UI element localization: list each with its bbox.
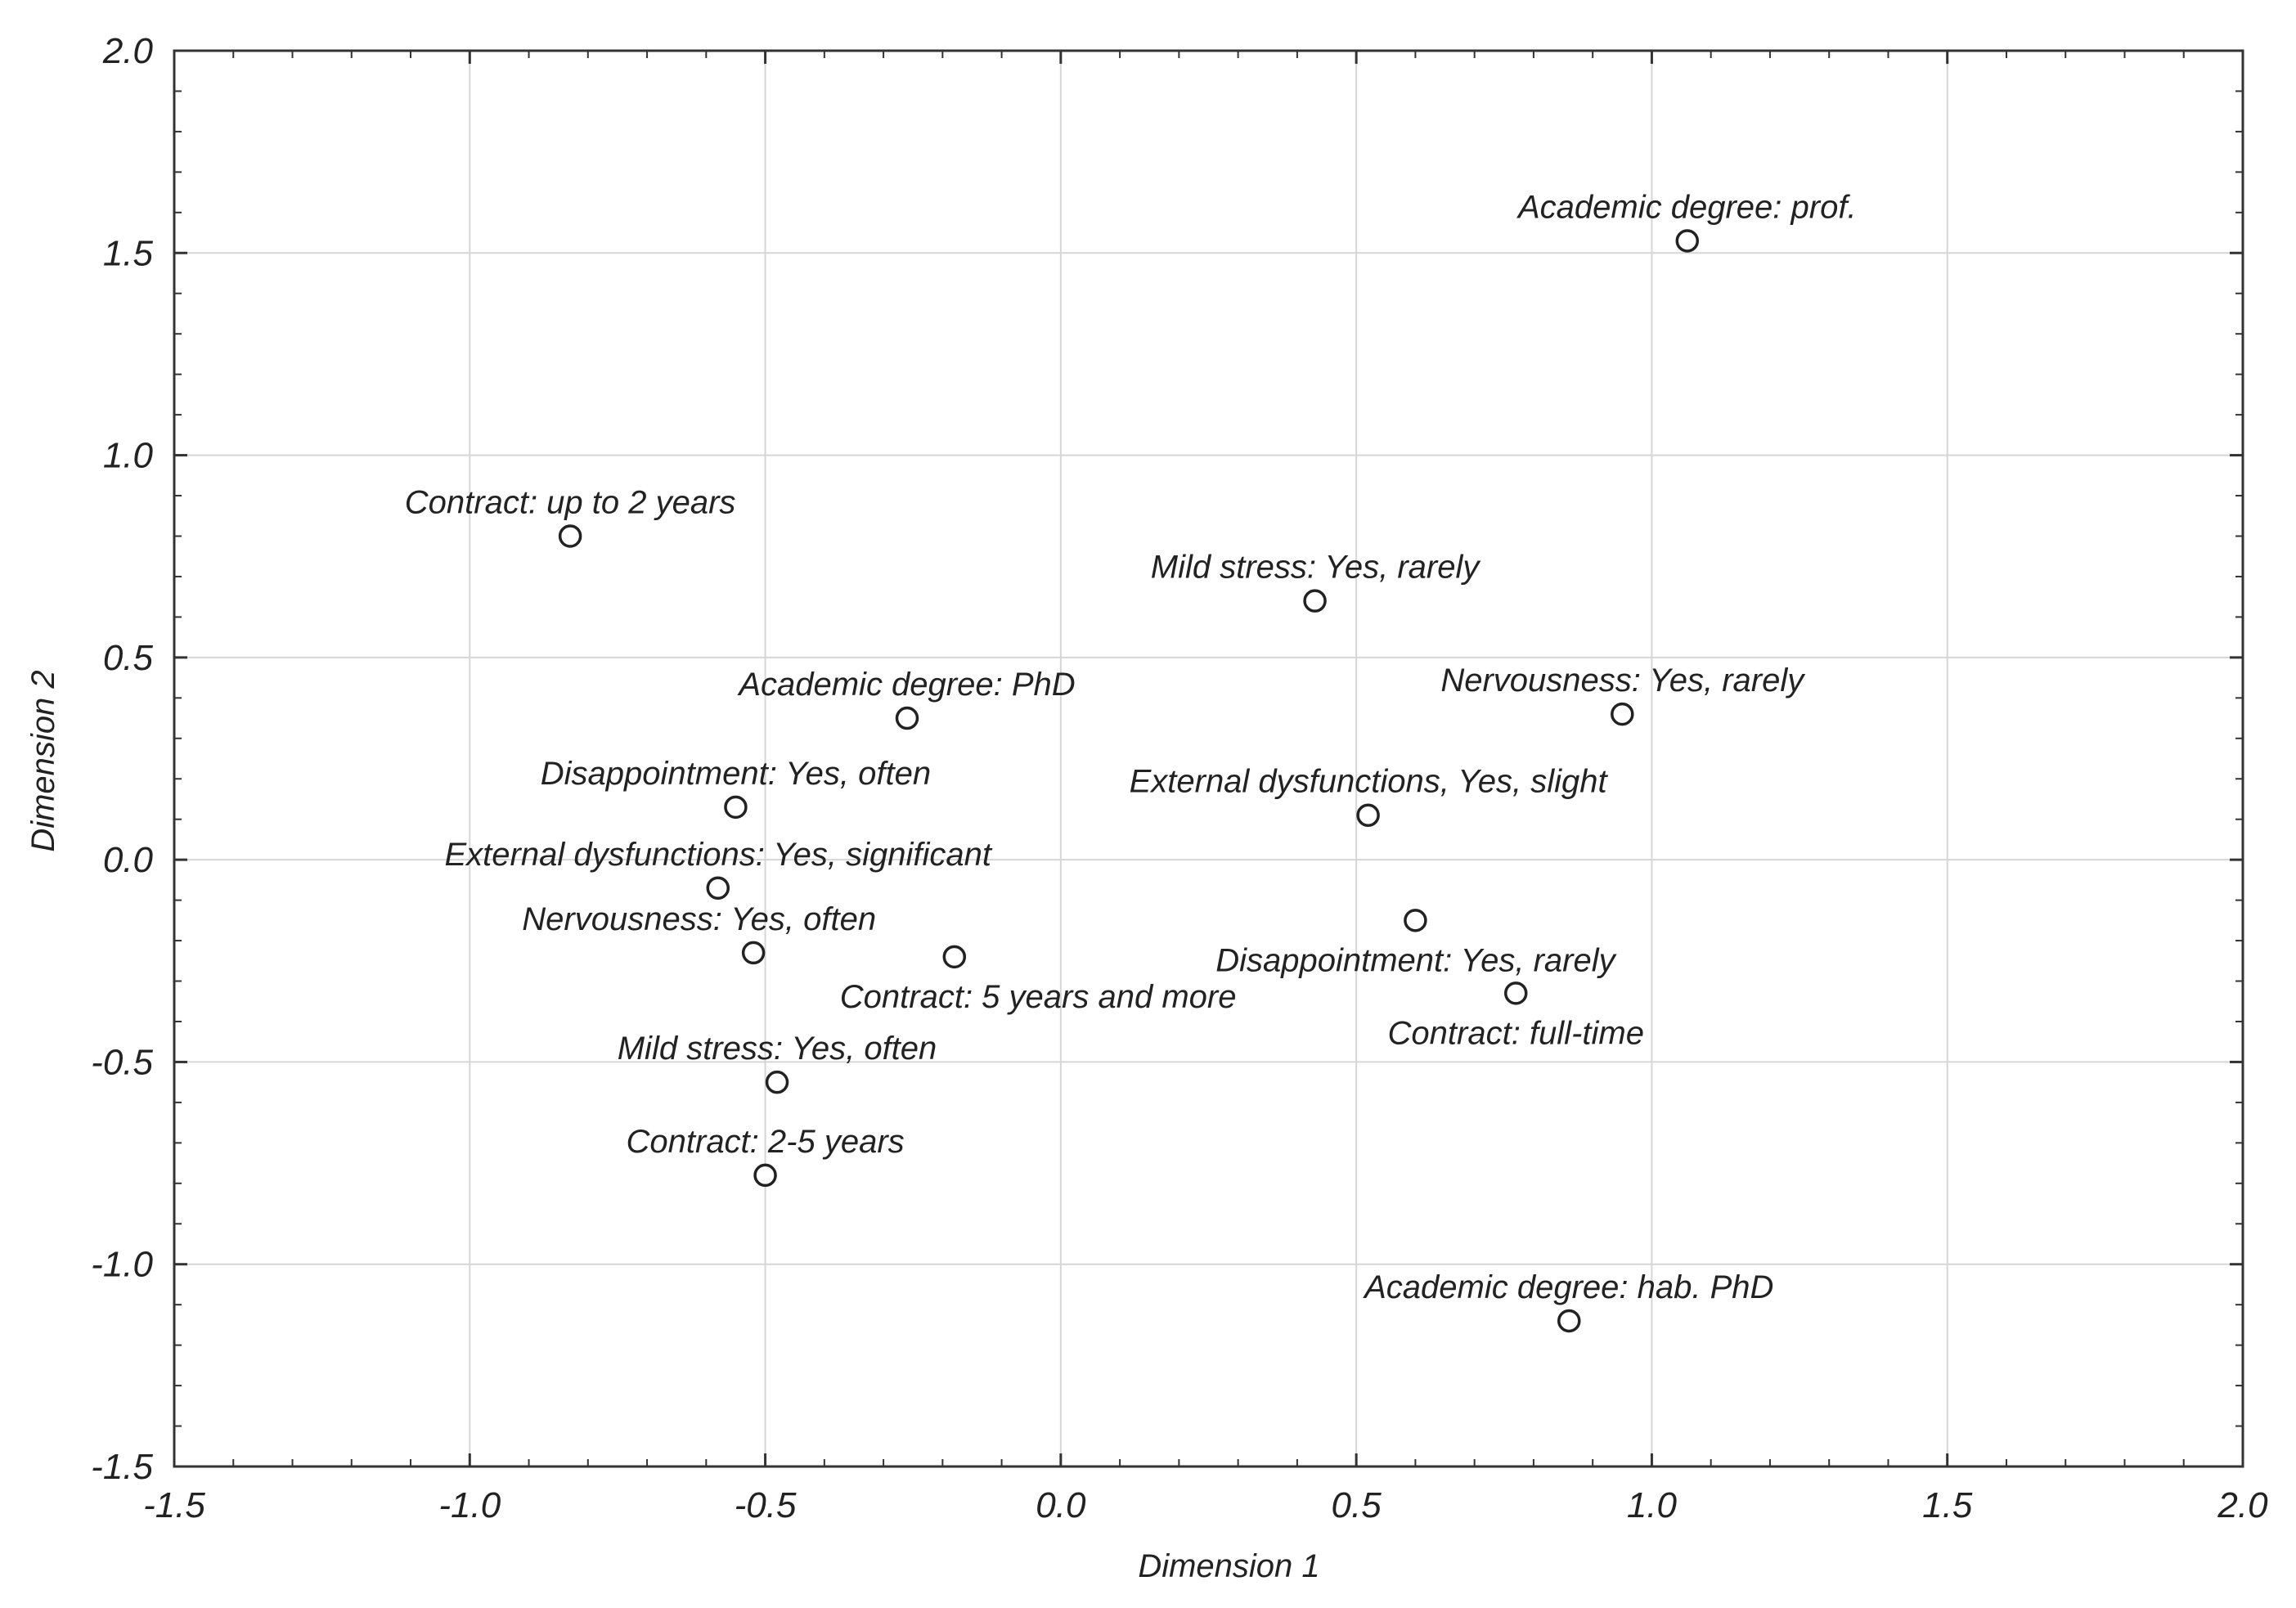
data-point-marker [1557, 1309, 1581, 1333]
data-point-group: Contract: up to 2 years [405, 484, 736, 548]
data-point-marker [706, 876, 730, 901]
data-point-marker [1611, 702, 1634, 726]
data-point-label: External dysfunctions, Yes, slight [1130, 764, 1609, 800]
data-point-marker [724, 795, 748, 820]
data-point-group: Disappointment: Yes, rarely [1215, 909, 1618, 978]
data-point-label: Mild stress: Yes, often [618, 1031, 937, 1067]
data-point-group: External dysfunctions, Yes, slight [1130, 764, 1609, 827]
data-point-group: Contract: 2-5 years [627, 1124, 905, 1188]
x-tick-label: 0.0 [1036, 1485, 1086, 1525]
data-point-marker [1675, 229, 1700, 253]
axis-ticks [173, 49, 2244, 1468]
data-point-label: Disappointment: Yes, often [541, 756, 931, 792]
data-point-group: Academic degree: hab. PhD [1363, 1269, 1773, 1333]
x-tick-label: 2.0 [2217, 1485, 2268, 1525]
data-point-group: External dysfunctions: Yes, significant [445, 837, 993, 901]
data-point-label: Contract: full-time [1388, 1015, 1644, 1051]
data-point-label: Contract: 5 years and more [840, 979, 1237, 1015]
data-point-group: Nervousness: Yes, rarely [1440, 663, 1806, 726]
data-point-group: Mild stress: Yes, rarely [1151, 550, 1482, 613]
x-tick-label: -1.0 [438, 1485, 501, 1525]
y-tick-label: 2.0 [102, 31, 154, 71]
data-point-label: Academic degree: prof. [1516, 189, 1857, 225]
data-point-marker [942, 945, 967, 969]
data-point-group: Contract: 5 years and more [840, 945, 1237, 1015]
data-point-group: Mild stress: Yes, often [618, 1031, 937, 1094]
y-tick-label: -1.5 [91, 1447, 153, 1487]
x-tick-label: 1.0 [1627, 1485, 1678, 1525]
y-tick-label: 0.0 [103, 840, 154, 880]
y-tick-label: -0.5 [91, 1042, 153, 1082]
data-point-marker [1503, 981, 1528, 1005]
data-point-group: Academic degree: PhD [737, 667, 1076, 730]
y-tick-label: -1.0 [91, 1245, 153, 1285]
data-point-marker [558, 524, 582, 548]
y-tick-label: 1.0 [103, 436, 154, 476]
data-point-marker [741, 941, 766, 965]
data-point-group: Contract: full-time [1388, 981, 1644, 1051]
data-points: Academic degree: prof. Contract: up to 2 … [405, 189, 1857, 1333]
data-point-marker [1303, 589, 1327, 613]
x-tick-label: -0.5 [735, 1485, 797, 1525]
x-tick-label: 1.5 [1922, 1485, 1973, 1525]
data-point-label: External dysfunctions: Yes, significant [445, 837, 993, 873]
data-point-label: Academic degree: hab. PhD [1363, 1269, 1773, 1305]
x-tick-label: 0.5 [1332, 1485, 1382, 1525]
data-point-marker [1356, 803, 1380, 827]
data-point-group: Nervousness: Yes, often [522, 901, 876, 965]
gridlines [174, 51, 2243, 1467]
data-point-label: Nervousness: Yes, rarely [1440, 663, 1806, 698]
data-point-marker [765, 1070, 789, 1094]
data-point-label: Academic degree: PhD [737, 667, 1075, 703]
x-axis-label: Dimension 1 [1138, 1548, 1319, 1584]
data-point-group: Academic degree: prof. [1516, 189, 1857, 253]
data-point-label: Contract: 2-5 years [627, 1124, 905, 1160]
data-point-label: Contract: up to 2 years [405, 484, 736, 520]
plot-area-frame [173, 49, 2244, 1468]
y-tick-labels: 2.0 1.5 1.0 0.5 0.0 -0.5 -1.0 -1.5 [91, 31, 153, 1487]
x-tick-labels: -1.5 -1.0 -0.5 0.0 0.5 1.0 1.5 2.0 [143, 1485, 2268, 1525]
y-tick-label: 0.5 [103, 638, 154, 678]
data-point-group: Disappointment: Yes, often [541, 756, 931, 820]
data-point-label: Nervousness: Yes, often [522, 901, 876, 937]
x-tick-label: -1.5 [143, 1485, 205, 1525]
data-point-label: Disappointment: Yes, rarely [1215, 942, 1617, 978]
data-point-marker [1404, 909, 1427, 932]
data-point-marker [753, 1163, 777, 1188]
data-point-marker [895, 706, 919, 730]
data-point-label: Mild stress: Yes, rarely [1151, 550, 1482, 586]
y-axis-label: Dimension 2 [25, 670, 61, 851]
y-tick-label: 1.5 [103, 233, 154, 273]
